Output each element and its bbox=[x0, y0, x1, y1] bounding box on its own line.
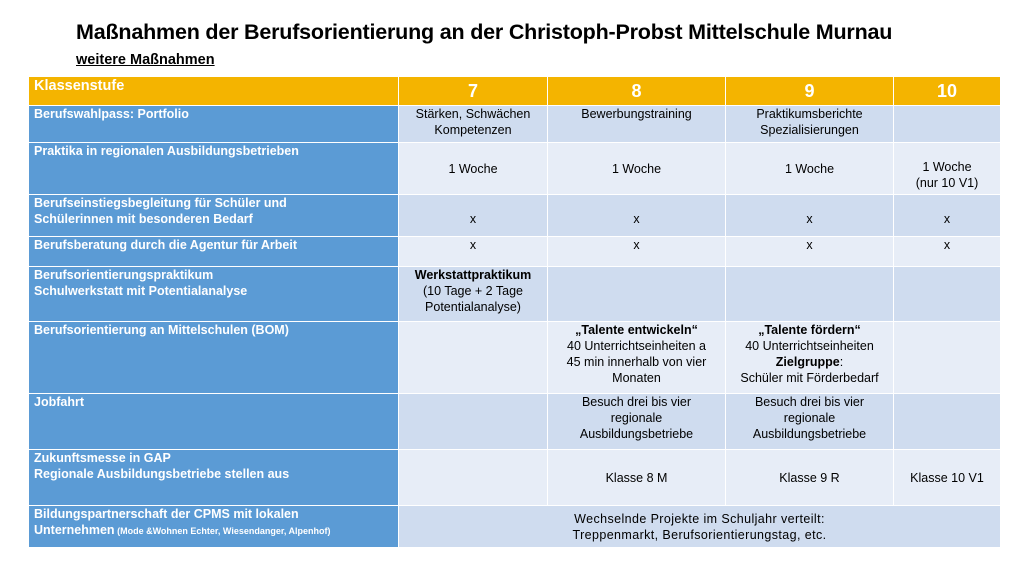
table-row: Zukunftsmesse in GAP Regionale Ausbildun… bbox=[28, 449, 1001, 506]
cell-grade-7 bbox=[398, 393, 548, 450]
cell-grade-7 bbox=[398, 321, 548, 394]
cell-grade-10: x bbox=[893, 236, 1001, 267]
grade-8-header: 8 bbox=[547, 76, 726, 106]
cell-grade-9: x bbox=[725, 194, 894, 237]
page-title: Maßnahmen der Berufsorientierung an der … bbox=[76, 20, 893, 44]
cell-grade-7: 1 Woche bbox=[398, 142, 548, 195]
cell-line: Treppenmarkt, Berufsorientierungstag, et… bbox=[572, 527, 827, 542]
table-row: Berufseinstiegsbegleitung für Schüler un… bbox=[28, 194, 1001, 237]
cell-line: Schüler mit Förderbedarf bbox=[740, 371, 879, 385]
cell-grade-7 bbox=[398, 449, 548, 506]
measures-table: Klassenstufe 7 8 9 10 Berufswahlpass: Po… bbox=[28, 76, 1001, 548]
row-label: Berufseinstiegsbegleitung für Schüler un… bbox=[28, 194, 399, 237]
table-header-row: Klassenstufe 7 8 9 10 bbox=[28, 76, 1001, 106]
cell-line: Praktikumsberichte bbox=[756, 107, 863, 121]
cell-line-bold: „Talente entwickeln“ bbox=[575, 323, 698, 337]
header-label: Klassenstufe bbox=[28, 76, 399, 106]
cell-grade-7: x bbox=[398, 236, 548, 267]
grade-9-header: 9 bbox=[725, 76, 894, 106]
row-label-line: Schulwerkstatt mit Potentialanalyse bbox=[34, 284, 248, 298]
cell-line: (10 Tage + 2 Tage bbox=[423, 284, 523, 298]
cell-line: Besuch drei bis vier bbox=[581, 395, 692, 409]
row-label: Berufswahlpass: Portfolio bbox=[28, 105, 399, 143]
cell-grade-9: Besuch drei bis vier regionale Ausbildun… bbox=[725, 393, 894, 450]
partner-list: (Mode &Wohnen Echter, Wiesendanger, Alpe… bbox=[114, 526, 331, 536]
cell-grade-8: x bbox=[547, 236, 726, 267]
row-label: Jobfahrt bbox=[28, 393, 399, 450]
cell-grade-10: Klasse 10 V1 bbox=[893, 449, 1001, 506]
cell-grade-7: Stärken, Schwächen Kompetenzen bbox=[398, 105, 548, 143]
row-label-line: Zukunftsmesse in GAP bbox=[34, 451, 171, 465]
cell-grade-9: 1 Woche bbox=[725, 142, 894, 195]
cell-grade-8: 1 Woche bbox=[547, 142, 726, 195]
cell-line-bold: „Talente fördern“ bbox=[758, 323, 861, 337]
cell-grade-10 bbox=[893, 266, 1001, 322]
cell-grade-10 bbox=[893, 393, 1001, 450]
table-row: Jobfahrt Besuch drei bis vier regionale … bbox=[28, 393, 1001, 450]
cell-line: 40 Unterrichtseinheiten a bbox=[567, 339, 706, 353]
table-row: Bildungspartnerschaft der CPMS mit lokal… bbox=[28, 505, 1001, 548]
cell-line: Ausbildungsbetriebe bbox=[579, 427, 694, 441]
cell-grade-8: „Talente entwickeln“ 40 Unterrichtseinhe… bbox=[547, 321, 726, 394]
cell-line: Spezialisierungen bbox=[760, 123, 859, 137]
cell-line: Bewerbungstraining bbox=[581, 107, 692, 121]
table-row: Berufswahlpass: Portfolio Stärken, Schwä… bbox=[28, 105, 1001, 143]
merged-cell: Wechselnde Projekte im Schuljahr verteil… bbox=[398, 505, 1001, 548]
cell-grade-10 bbox=[893, 105, 1001, 143]
cell-line: Kompetenzen bbox=[434, 123, 512, 137]
zielgruppe-colon: : bbox=[839, 355, 844, 369]
table-row: Berufsorientierung an Mittelschulen (BOM… bbox=[28, 321, 1001, 394]
cell-line: Zielgruppe: bbox=[727, 354, 893, 370]
cell-grade-7: Werkstattpraktikum (10 Tage + 2 Tage Pot… bbox=[398, 266, 548, 322]
zielgruppe-label: Zielgruppe bbox=[775, 355, 840, 369]
cell-grade-8: Besuch drei bis vier regionale Ausbildun… bbox=[547, 393, 726, 450]
cell-line: Wechselnde Projekte im Schuljahr verteil… bbox=[574, 511, 825, 526]
cell-grade-10 bbox=[893, 321, 1001, 394]
cell-grade-9: „Talente fördern“ 40 Unterrichtseinheite… bbox=[725, 321, 894, 394]
cell-line: Ausbildungsbetriebe bbox=[752, 427, 867, 441]
cell-line-bold: Werkstattpraktikum bbox=[414, 268, 532, 282]
cell-grade-8: Klasse 8 M bbox=[547, 449, 726, 506]
row-label: Praktika in regionalen Ausbildungsbetrie… bbox=[28, 142, 399, 195]
row-label: Berufsorientierungspraktikum Schulwerkst… bbox=[28, 266, 399, 322]
cell-grade-9: x bbox=[725, 236, 894, 267]
cell-grade-10: 1 Woche (nur 10 V1) bbox=[893, 142, 1001, 195]
cell-grade-10: x bbox=[893, 194, 1001, 237]
row-label: Berufsberatung durch die Agentur für Arb… bbox=[28, 236, 399, 267]
cell-line: regionale bbox=[610, 411, 663, 425]
cell-line: Besuch drei bis vier bbox=[754, 395, 865, 409]
cell-line: regionale bbox=[783, 411, 836, 425]
row-label-line: Berufseinstiegsbegleitung für Schüler un… bbox=[34, 196, 287, 210]
row-label: Zukunftsmesse in GAP Regionale Ausbildun… bbox=[28, 449, 399, 506]
table-row: Praktika in regionalen Ausbildungsbetrie… bbox=[28, 142, 1001, 195]
row-label: Bildungspartnerschaft der CPMS mit lokal… bbox=[28, 505, 399, 548]
cell-line: Potentialanalyse) bbox=[425, 300, 521, 314]
grade-7-header: 7 bbox=[398, 76, 548, 106]
page-subtitle: weitere Maßnahmen bbox=[76, 52, 215, 68]
cell-grade-8: Bewerbungstraining bbox=[547, 105, 726, 143]
row-label-line: Regionale Ausbildungsbetriebe stellen au… bbox=[34, 467, 290, 481]
cell-grade-9: Praktikumsberichte Spezialisierungen bbox=[725, 105, 894, 143]
cell-grade-9: Klasse 9 R bbox=[725, 449, 894, 506]
grade-10-header: 10 bbox=[893, 76, 1001, 106]
table-row: Berufsberatung durch die Agentur für Arb… bbox=[28, 236, 1001, 267]
cell-line: Stärken, Schwächen bbox=[415, 107, 531, 121]
row-label: Berufsorientierung an Mittelschulen (BOM… bbox=[28, 321, 399, 394]
cell-line: (nur 10 V1) bbox=[915, 176, 979, 190]
row-label-text: Unternehmen bbox=[34, 523, 115, 537]
row-label-line: Schülerinnen mit besonderen Bedarf bbox=[34, 212, 253, 226]
cell-grade-8: x bbox=[547, 194, 726, 237]
table-row: Berufsorientierungspraktikum Schulwerkst… bbox=[28, 266, 1001, 322]
cell-line: Monaten bbox=[612, 371, 661, 385]
cell-grade-8 bbox=[547, 266, 726, 322]
row-label-line: Bildungspartnerschaft der CPMS mit lokal… bbox=[34, 507, 299, 521]
row-label-line: Berufsorientierungspraktikum bbox=[34, 268, 214, 282]
cell-line: 40 Unterrichtseinheiten bbox=[745, 339, 874, 353]
row-label-line: Unternehmen (Mode &Wohnen Echter, Wiesen… bbox=[34, 522, 398, 539]
cell-line: 45 min innerhalb von vier bbox=[566, 355, 707, 369]
cell-grade-9 bbox=[725, 266, 894, 322]
cell-grade-7: x bbox=[398, 194, 548, 237]
cell-line: 1 Woche bbox=[922, 160, 972, 174]
